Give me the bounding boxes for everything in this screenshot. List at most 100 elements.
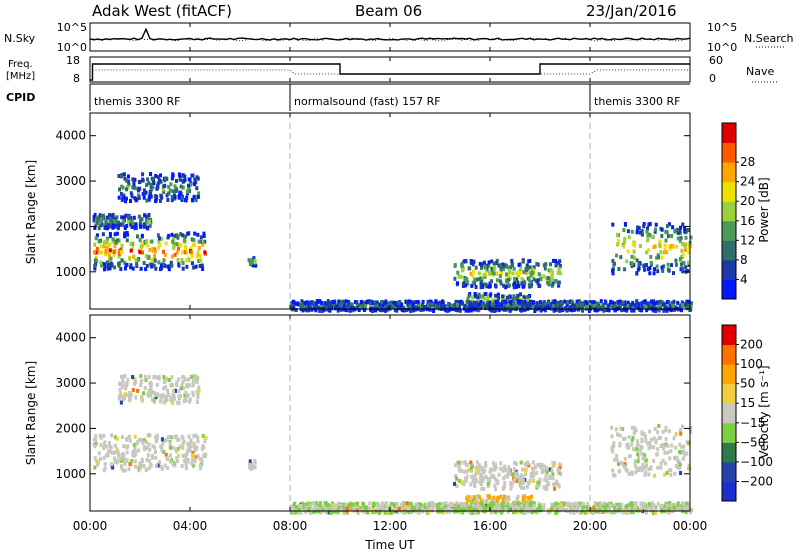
echo-cell [476, 507, 479, 512]
echo-cell [506, 302, 510, 307]
echo-cell [93, 437, 96, 442]
echo-cell [604, 509, 608, 514]
echo-cell [640, 430, 644, 435]
colorbar-frame [721, 324, 737, 502]
echo-cell [180, 464, 184, 468]
echo-cell [567, 300, 571, 305]
echo-cell [193, 455, 197, 460]
echo-cell [504, 307, 508, 312]
x-tick-label: 04:00 [173, 519, 208, 533]
echo-cell [683, 244, 687, 249]
echo-cell [131, 246, 135, 251]
echo-cell [610, 447, 614, 452]
echo-cell [295, 505, 299, 510]
echo-cell [138, 461, 142, 466]
echo-cell [197, 191, 201, 196]
echo-cell [436, 301, 440, 306]
echo-cell [471, 510, 474, 515]
nsearch-label: N.Search [744, 32, 794, 45]
echo-cell [474, 285, 478, 289]
echo-cell [139, 266, 143, 271]
echo-cell [412, 306, 416, 311]
echo-cell [642, 264, 646, 269]
echo-cell [526, 303, 530, 308]
echo-cell [578, 510, 582, 515]
echo-cell [505, 283, 509, 288]
echo-cell [148, 381, 152, 386]
echo-cell [507, 465, 511, 470]
echo-cell [142, 195, 146, 200]
echo-cell [527, 507, 531, 511]
echo-cell [99, 220, 103, 225]
echo-cell [140, 398, 144, 403]
echo-cell [180, 382, 184, 387]
echo-cell [152, 263, 156, 268]
echo-cell [459, 274, 463, 279]
echo-cell [642, 222, 646, 226]
echo-cell [318, 299, 322, 304]
echo-cell [137, 193, 141, 198]
echo-cell [460, 481, 464, 486]
echo-cell [664, 437, 668, 441]
echo-cell [626, 249, 630, 254]
echo-cell [537, 272, 541, 277]
echo-cell [192, 238, 196, 242]
echo-cell [552, 463, 556, 468]
echo-cell [380, 300, 384, 305]
echo-cell [326, 502, 329, 507]
echo-cell [438, 507, 442, 512]
echo-cell [133, 453, 136, 458]
echo-cell [102, 445, 106, 450]
echo-cell [558, 508, 562, 513]
echo-cell [389, 300, 393, 305]
echo-cell [666, 443, 670, 448]
echo-cell [140, 457, 144, 462]
echo-cell [107, 222, 111, 227]
echo-cell [527, 265, 531, 270]
echo-cell [169, 397, 173, 402]
echo-cell [678, 442, 682, 447]
echo-cell [119, 400, 123, 405]
echo-cell [177, 377, 181, 382]
echo-cell [494, 487, 498, 492]
echo-cell [365, 299, 369, 304]
cpid-segment-label: normalsound (fast) 157 RF [294, 95, 441, 108]
echo-cell [681, 456, 685, 461]
echo-cell [106, 266, 110, 271]
echo-cell [504, 285, 508, 290]
y-tick-label: 4000 [55, 129, 86, 143]
echo-cell [496, 299, 499, 304]
echo-cell [542, 503, 546, 508]
echo-cell [547, 280, 551, 285]
echo-cell [642, 431, 646, 436]
echo-cell [669, 472, 673, 477]
echo-cell [93, 242, 97, 247]
echo-cell [133, 446, 137, 451]
nsky-tick-bottom: 10^0 [57, 41, 87, 54]
echo-cell [640, 468, 644, 473]
echo-cell [131, 266, 135, 271]
echo-cell [107, 253, 111, 258]
echo-cell [124, 263, 128, 268]
echo-cell [644, 438, 648, 443]
echo-cell [521, 496, 525, 501]
echo-cell [650, 299, 653, 304]
echo-cell [137, 468, 141, 473]
echo-cell [113, 443, 117, 448]
echo-cell [635, 301, 639, 305]
echo-cell [683, 229, 687, 234]
echo-cell [457, 468, 461, 473]
echo-cell [507, 471, 511, 476]
echo-cell [572, 306, 576, 310]
echo-cell [182, 250, 186, 255]
echo-cell [176, 459, 179, 464]
echo-cell [98, 213, 102, 218]
echo-cell [511, 271, 515, 276]
echo-cell [120, 465, 124, 470]
echo-cell [95, 221, 99, 226]
echo-cell [176, 447, 180, 452]
echo-cell [481, 498, 485, 503]
echo-cell [93, 226, 97, 230]
echo-cell [669, 244, 673, 248]
echo-cell [123, 468, 127, 473]
